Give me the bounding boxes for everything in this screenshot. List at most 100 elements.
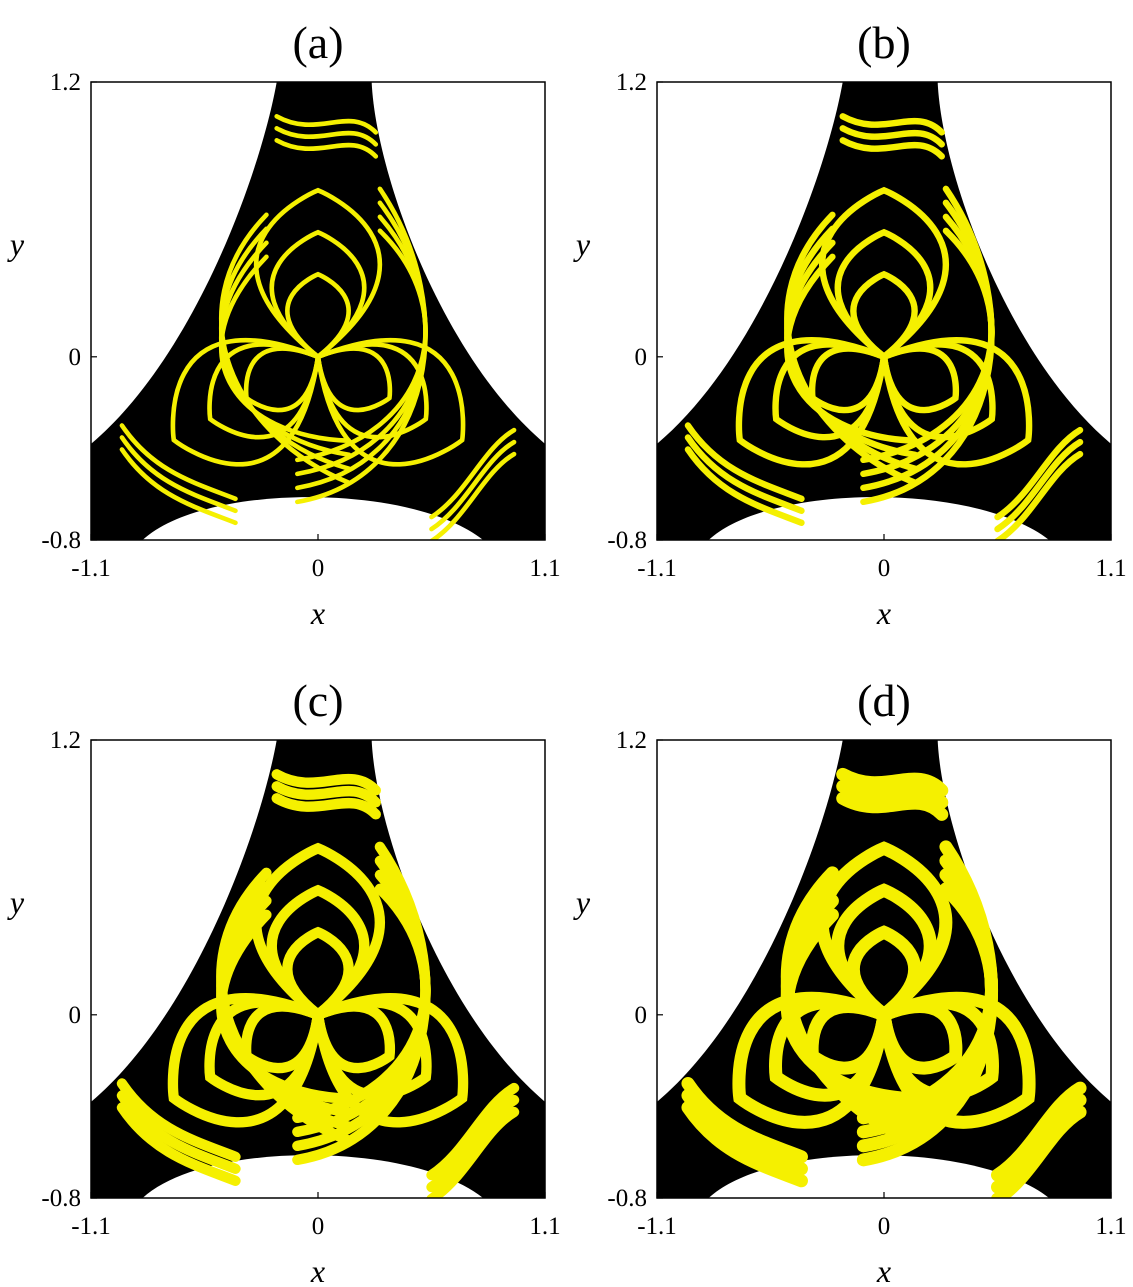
y-tick-label: 0 — [635, 344, 648, 371]
corner-band-left — [681, 1101, 808, 1188]
y-axis-label: y — [7, 226, 25, 262]
lobe-band — [312, 997, 432, 1101]
y-tick-label: 1.2 — [616, 727, 647, 754]
corner-band-left — [119, 447, 238, 526]
panel-title: (b) — [857, 17, 911, 68]
panel-title: (d) — [857, 675, 911, 726]
y-tick-label: 1.2 — [50, 727, 81, 754]
x-tick-label: 0 — [878, 1213, 891, 1240]
corner-band-right — [429, 427, 517, 520]
basin-bands — [681, 767, 1087, 1198]
lobe-band — [312, 1001, 396, 1074]
lobe-band — [880, 345, 960, 414]
top-band — [271, 793, 381, 820]
panel-title: (a) — [292, 17, 343, 68]
corner-band-left — [116, 1102, 241, 1186]
x-axis-label: x — [876, 1253, 891, 1287]
lobe-band — [847, 925, 921, 1022]
y-tick-label: -0.8 — [607, 527, 647, 554]
corner-band-left — [116, 1078, 241, 1162]
lobe-band — [269, 229, 367, 360]
x-tick-label: -1.1 — [637, 555, 677, 582]
y-axis-label: y — [573, 884, 591, 920]
corner-band-right — [991, 1081, 1087, 1182]
basin-bands — [684, 113, 1084, 540]
x-tick-label: 1.1 — [1095, 1213, 1126, 1240]
escape-zone-left — [91, 82, 277, 444]
top-band — [839, 113, 945, 136]
lobe-band — [877, 995, 999, 1102]
escape-zone-right — [937, 740, 1111, 1102]
y-tick-label: 1.2 — [50, 69, 81, 96]
panel-d: (d) -1.1 0 1.1 -0.8 0 1.2 x y — [573, 675, 1127, 1287]
y-tick-label: 1.2 — [616, 69, 647, 96]
top-band — [839, 137, 945, 160]
corner-band-right — [991, 1105, 1087, 1198]
x-tick-label: -1.1 — [637, 1213, 677, 1240]
x-axis-label: x — [310, 595, 325, 631]
basin-region — [91, 740, 545, 1198]
y-axis-label: y — [7, 884, 25, 920]
escape-zone-right — [371, 82, 545, 444]
corner-band-right — [994, 426, 1084, 521]
corner-band-left — [681, 1089, 808, 1176]
corner-band-right — [426, 1082, 520, 1181]
y-axis-label: y — [573, 226, 591, 262]
spiral-arm-right — [295, 186, 428, 505]
spiral-arm-right — [292, 841, 431, 1166]
x-tick-label: 0 — [878, 555, 891, 582]
lobe-band — [877, 1000, 963, 1075]
top-band — [274, 126, 379, 147]
basin-region — [657, 82, 1111, 540]
escape-zone-right — [371, 740, 545, 1102]
lobe-band — [285, 271, 351, 360]
basin-bands — [119, 114, 517, 540]
spiral-arm-right — [856, 840, 998, 1167]
lobe-band — [167, 993, 324, 1128]
panel-b: (b) -1.1 0 1.1 -0.8 0 1.2 x y — [573, 17, 1127, 631]
top-band — [836, 779, 949, 809]
corner-band-right — [429, 451, 517, 540]
corner-band-left — [684, 434, 805, 514]
panel-a: (a) -1.1 0 1.1 -0.8 0 1.2 x y — [7, 17, 561, 631]
corner-band-left — [684, 422, 805, 502]
escape-zone-left — [91, 740, 277, 1102]
x-tick-label: 0 — [312, 1213, 325, 1240]
corner-band-right — [994, 450, 1084, 540]
y-tick-label: -0.8 — [41, 1185, 81, 1212]
lobe-band — [282, 926, 354, 1020]
spiral-arm-left — [219, 240, 352, 458]
y-tick-label: 0 — [635, 1002, 648, 1029]
x-tick-label: 0 — [312, 555, 325, 582]
top-band — [839, 125, 945, 148]
top-band — [271, 769, 381, 796]
top-band — [274, 114, 379, 135]
y-tick-label: 0 — [69, 1002, 82, 1029]
corner-band-left — [119, 423, 238, 502]
spiral-arm-left — [780, 908, 922, 1106]
x-axis-label: x — [310, 1253, 325, 1287]
escape-zone-right — [937, 82, 1111, 444]
lobe-band — [315, 346, 393, 413]
corner-band-right — [994, 438, 1084, 533]
top-band — [274, 138, 379, 159]
corner-band-left — [119, 435, 238, 514]
y-tick-label: -0.8 — [41, 527, 81, 554]
top-band — [836, 791, 949, 821]
x-axis-label: x — [876, 595, 891, 631]
x-tick-label: -1.1 — [71, 555, 111, 582]
panel-c: (c) -1.1 0 1.1 -0.8 0 1.2 x y — [7, 675, 561, 1287]
lobe-band — [732, 991, 891, 1129]
corner-band-left — [681, 1077, 808, 1164]
lobe-band — [850, 270, 918, 360]
lobe-band — [170, 338, 321, 467]
spiral-arm-left — [216, 909, 355, 1104]
corner-band-right — [426, 1106, 520, 1198]
x-tick-label: -1.1 — [71, 1213, 111, 1240]
corner-band-left — [684, 446, 805, 526]
corner-band-right — [429, 439, 517, 532]
lobe-band — [880, 341, 996, 441]
basin-bands — [116, 769, 520, 1198]
lobe-band — [266, 884, 370, 1020]
top-band — [836, 767, 949, 797]
